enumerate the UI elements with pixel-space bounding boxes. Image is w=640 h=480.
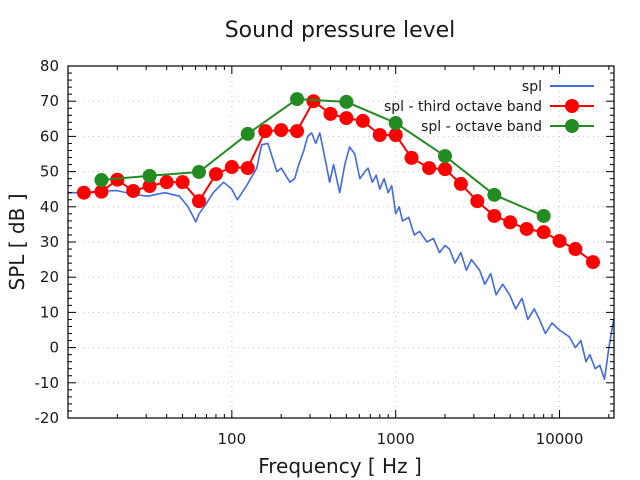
data-point-spl-third-octave-band bbox=[552, 233, 567, 248]
y-tick-label: 30 bbox=[40, 233, 59, 251]
data-point-spl-octave-band bbox=[388, 116, 403, 131]
y-tick-label: 50 bbox=[40, 163, 59, 181]
data-point-spl-octave-band bbox=[290, 92, 305, 107]
data-point-spl-third-octave-band bbox=[404, 150, 419, 165]
y-tick-label: 40 bbox=[40, 198, 59, 216]
data-point-spl-third-octave-band bbox=[339, 111, 354, 126]
data-point-spl-octave-band bbox=[438, 149, 453, 164]
x-tick-label: 1000 bbox=[377, 430, 415, 448]
x-tick-label: 10000 bbox=[536, 430, 584, 448]
legend-marker-spl-octave-band bbox=[565, 119, 579, 133]
data-point-spl-third-octave-band bbox=[110, 172, 125, 187]
series-line-spl bbox=[68, 132, 615, 381]
data-point-spl-third-octave-band bbox=[388, 127, 403, 142]
data-point-spl-third-octave-band bbox=[470, 194, 485, 209]
data-point-spl-third-octave-band bbox=[274, 123, 289, 138]
data-point-spl-third-octave-band bbox=[240, 161, 255, 176]
data-point-spl-third-octave-band bbox=[519, 221, 534, 236]
grid bbox=[68, 66, 614, 418]
legend-marker-spl-third-octave-band bbox=[565, 99, 579, 113]
y-tick-label: -10 bbox=[35, 374, 60, 392]
x-axis-label: Frequency [ Hz ] bbox=[258, 454, 422, 478]
data-point-spl-octave-band bbox=[94, 173, 109, 188]
data-point-spl-octave-band bbox=[191, 164, 206, 179]
data-point-spl-octave-band bbox=[487, 187, 502, 202]
legend-label: spl bbox=[522, 79, 542, 95]
data-point-spl-third-octave-band bbox=[355, 113, 370, 128]
data-point-spl-third-octave-band bbox=[94, 184, 109, 199]
data-point-spl-third-octave-band bbox=[585, 255, 600, 270]
data-point-spl-third-octave-band bbox=[453, 176, 468, 191]
y-tick-label: 0 bbox=[49, 339, 59, 357]
data-point-spl-octave-band bbox=[142, 168, 157, 183]
x-tick-label: 100 bbox=[218, 430, 247, 448]
data-point-spl-third-octave-band bbox=[372, 127, 387, 142]
chart-title: Sound pressure level bbox=[225, 18, 456, 43]
data-point-spl-third-octave-band bbox=[159, 175, 174, 190]
y-tick-label: 70 bbox=[40, 92, 59, 110]
y-tick-label: 80 bbox=[40, 57, 59, 75]
y-tick-label: 60 bbox=[40, 127, 59, 145]
data-point-spl-octave-band bbox=[536, 208, 551, 223]
legend-label: spl - third octave band bbox=[384, 99, 542, 115]
data-point-spl-octave-band bbox=[240, 126, 255, 141]
y-tick-label: 20 bbox=[40, 268, 59, 286]
axis-ticks: -20 -10 0 10 20 30 40 50 60 70 80 100 1000 10000 bbox=[35, 57, 614, 448]
data-point-spl-third-octave-band bbox=[126, 183, 141, 198]
data-point-spl-third-octave-band bbox=[258, 124, 273, 139]
data-point-spl-octave-band bbox=[339, 94, 354, 109]
data-point-spl-third-octave-band bbox=[290, 124, 305, 139]
data-point-spl-third-octave-band bbox=[487, 208, 502, 223]
plot-area bbox=[68, 92, 615, 381]
legend-label: spl - octave band bbox=[421, 119, 542, 135]
data-point-spl-third-octave-band bbox=[323, 106, 338, 121]
legend: spl spl - third octave band spl - octave b… bbox=[384, 79, 594, 135]
data-point-spl-third-octave-band bbox=[438, 162, 453, 177]
data-point-spl-third-octave-band bbox=[191, 194, 206, 209]
y-axis-label: SPL [ dB ] bbox=[5, 194, 29, 291]
data-point-spl-third-octave-band bbox=[142, 179, 157, 194]
data-point-spl-third-octave-band bbox=[224, 160, 239, 175]
y-tick-label: 10 bbox=[40, 303, 59, 321]
data-point-spl-third-octave-band bbox=[208, 167, 223, 182]
series-line-spl-octave-band bbox=[101, 98, 545, 217]
data-point-spl-third-octave-band bbox=[422, 161, 437, 176]
data-point-spl-third-octave-band bbox=[536, 225, 551, 240]
data-point-spl-third-octave-band bbox=[175, 175, 190, 190]
data-point-spl-third-octave-band bbox=[568, 242, 583, 257]
y-tick-label: -20 bbox=[35, 409, 60, 427]
data-point-spl-third-octave-band bbox=[76, 185, 91, 200]
data-point-spl-third-octave-band bbox=[306, 94, 321, 109]
data-point-spl-third-octave-band bbox=[503, 215, 518, 230]
